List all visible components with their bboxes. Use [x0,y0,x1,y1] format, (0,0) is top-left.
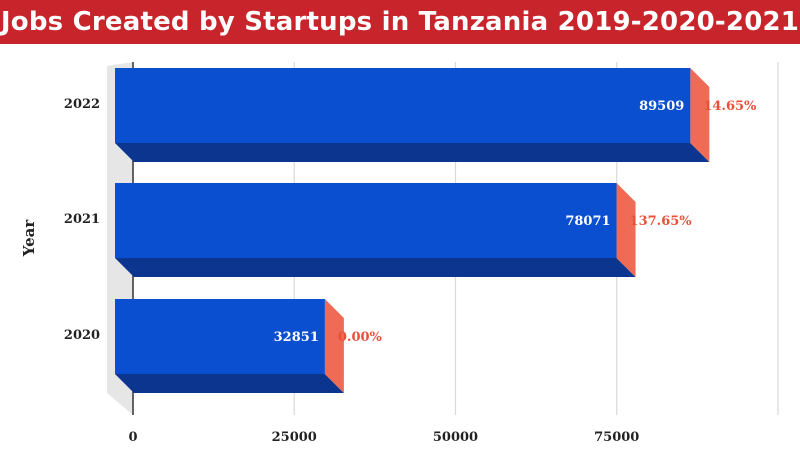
bar-bottom-face [115,374,344,393]
bar-front-face [115,183,617,258]
bar-front-face [115,299,325,374]
y-tick-label: 2021 [64,212,100,227]
bar-bottom-face [115,258,636,277]
x-tick-label: 75000 [594,430,639,445]
title-banner: Jobs Created by Startups in Tanzania 201… [0,0,800,44]
bar-value-label: 89509 [639,99,684,114]
bar-2021: 78071 137.65% [115,183,692,277]
x-tick-label: 0 [128,430,137,445]
growth-label: 0.00% [338,330,383,345]
y-tick-label: 2022 [64,97,100,112]
bar-side-face [616,183,636,277]
growth-label: 137.65% [630,214,693,229]
bar-value-label: 32851 [274,330,319,345]
bar-value-label: 78071 [565,214,610,229]
chart-title: Jobs Created by Startups in Tanzania 201… [0,7,800,37]
x-tick-label: 25000 [272,430,317,445]
bar-side-face [324,299,344,393]
bar-front-face [115,68,691,143]
growth-label: 14.65% [703,99,757,114]
x-tick-label: 50000 [433,430,478,445]
x-axis-tick-labels: 0 25000 50000 75000 [128,430,639,445]
bar-side-face [690,68,710,162]
y-axis-tick-labels: 2022 2021 2020 [64,97,100,343]
bar-bottom-face [115,143,710,162]
bar-2022: 89509 14.65% [115,68,757,162]
bars: 89509 14.65% 78071 137.65% 32851 0.00% [115,68,757,393]
bar-2020: 32851 0.00% [115,299,383,393]
y-tick-label: 2020 [64,328,100,343]
y-axis-label: Year [20,219,38,258]
